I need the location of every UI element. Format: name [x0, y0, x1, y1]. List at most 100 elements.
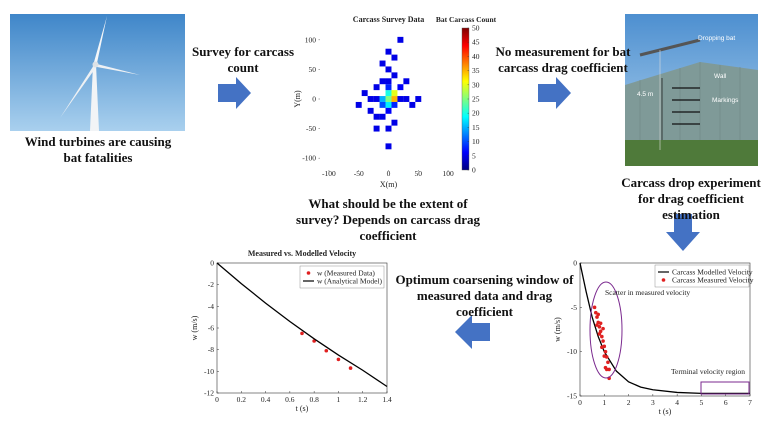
- heat-cell: [385, 90, 392, 97]
- x-tick-label: -50: [354, 169, 364, 178]
- heat-cell: [385, 143, 392, 150]
- heat-cell: [379, 113, 386, 120]
- y-tick-label: -15: [567, 392, 577, 401]
- x-axis-label: t (s): [296, 404, 309, 413]
- heat-cell: [367, 96, 374, 102]
- heat-cell: [385, 84, 392, 91]
- heat-cell: [409, 101, 416, 108]
- building-photo: [625, 14, 758, 166]
- y-tick-label: -6: [208, 324, 214, 333]
- caption: What should be the extent of survey? Dep…: [296, 196, 480, 243]
- colorbar-tick-label: 10: [472, 137, 480, 146]
- x-tick-label: -100: [322, 169, 336, 178]
- heat-cell: [385, 96, 392, 102]
- caption: Optimum coarsening window of measured da…: [395, 272, 574, 319]
- scatter-point: [595, 323, 599, 327]
- heat-cell: [403, 78, 410, 85]
- scatter-point: [336, 357, 341, 362]
- x-axis-label: t (s): [659, 407, 672, 416]
- heat-cell: [391, 90, 398, 97]
- legend-box: [299, 265, 385, 289]
- x-tick-label: 1.2: [358, 395, 368, 404]
- x-tick-label: 1: [602, 398, 606, 407]
- heat-cell: [385, 48, 392, 55]
- x-tick-label: 0.6: [285, 395, 295, 404]
- heat-cell: [385, 101, 392, 108]
- scatter-point: [600, 345, 604, 350]
- x-tick-label: 0.8: [309, 395, 319, 404]
- heat-cell: [379, 101, 386, 108]
- y-tick-label: -10: [204, 367, 214, 376]
- colorbar-tick-label: 25: [472, 95, 480, 104]
- heat-cell: [379, 78, 386, 85]
- scatter-point: [601, 326, 605, 331]
- heat-cell: [415, 96, 422, 102]
- x-tick-label: 4: [675, 398, 679, 407]
- heat-cell: [391, 72, 398, 79]
- y-tick-label: 100: [305, 35, 317, 44]
- heat-cell: [379, 96, 386, 102]
- y-tick-label: 0: [312, 95, 316, 104]
- scatter-point: [602, 354, 607, 358]
- heat-cell: [385, 125, 392, 132]
- scatter-point: [348, 366, 353, 370]
- y-tick-label: 0: [573, 259, 577, 268]
- x-tick-label: 0: [578, 398, 582, 407]
- heat-cell: [397, 36, 404, 43]
- caption: Wind turbines are causing bat fatalities: [24, 134, 172, 165]
- heat-cell: [397, 84, 404, 91]
- x-tick-label: 0.4: [261, 395, 271, 404]
- x-tick-label: 0.2: [237, 395, 247, 404]
- y-axis-label: Y(m): [293, 90, 302, 108]
- colorbar-tick-label: 40: [472, 52, 480, 61]
- scatter-point: [598, 321, 603, 326]
- y-tick-label: -5: [571, 303, 577, 312]
- y-tick-label: 50: [309, 65, 317, 74]
- turbine-photo: [10, 14, 185, 131]
- heat-cell: [373, 125, 380, 132]
- legend-label: Carcass Measured Velocity: [672, 275, 754, 284]
- colorbar-tick-label: 0: [472, 166, 476, 175]
- heat-cell: [391, 54, 398, 61]
- photo-label: Wall: [714, 73, 727, 80]
- legend-label: w (Measured Data): [317, 268, 375, 277]
- colorbar-tick-label: 20: [472, 109, 480, 118]
- y-tick-label: -12: [204, 389, 214, 398]
- colorbar-tick-label: 5: [472, 151, 476, 160]
- plot-title: Carcass Survey Data: [353, 15, 424, 24]
- y-tick-label: -8: [208, 345, 214, 354]
- heat-cell: [355, 101, 362, 108]
- x-axis-label: X(m): [380, 180, 398, 189]
- plot-title: Measured vs. Modelled Velocity: [248, 249, 356, 258]
- heat-cell: [373, 84, 380, 91]
- photo-label: 4.5 m: [637, 91, 653, 98]
- annotation-ellipse: [589, 281, 623, 379]
- colorbar-tick-label: 35: [472, 66, 480, 75]
- annotation-box: [700, 381, 750, 395]
- caption: Survey for carcass count: [191, 44, 295, 75]
- annotation: Terminal velocity region: [671, 367, 745, 376]
- x-tick-label: 7: [748, 398, 752, 407]
- heat-cell: [391, 96, 398, 102]
- x-tick-label: 0: [215, 395, 219, 404]
- y-tick-label: -50: [306, 124, 316, 133]
- y-tick-label: -10: [567, 347, 577, 356]
- colorbar-tick-label: 15: [472, 123, 480, 132]
- x-tick-label: 1.4: [382, 395, 392, 404]
- colorbar-title: Bat Carcass Count: [436, 15, 497, 24]
- heat-cell: [385, 78, 392, 85]
- annotation: Scatter in measured velocity: [605, 288, 690, 297]
- legend-swatch: [306, 271, 311, 275]
- scatter-point: [324, 348, 329, 353]
- legend-swatch: [661, 278, 666, 282]
- scatter-point: [597, 332, 602, 336]
- scatter-point: [601, 339, 605, 343]
- photo-label: Markings: [712, 97, 739, 104]
- heat-cell: [391, 119, 398, 126]
- heat-cell: [403, 96, 410, 102]
- heat-cell: [397, 96, 404, 102]
- x-tick-label: 3: [651, 398, 655, 407]
- scatter-point: [606, 360, 610, 365]
- heat-cell: [391, 101, 398, 108]
